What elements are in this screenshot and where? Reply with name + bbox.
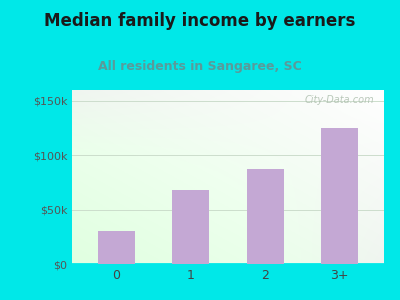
Bar [172,190,210,264]
Bar [321,128,358,264]
Text: Median family income by earners: Median family income by earners [44,12,356,30]
Text: All residents in Sangaree, SC: All residents in Sangaree, SC [98,60,302,73]
Bar [246,169,284,264]
Text: City-Data.com: City-Data.com [305,95,375,105]
Bar [98,231,135,264]
